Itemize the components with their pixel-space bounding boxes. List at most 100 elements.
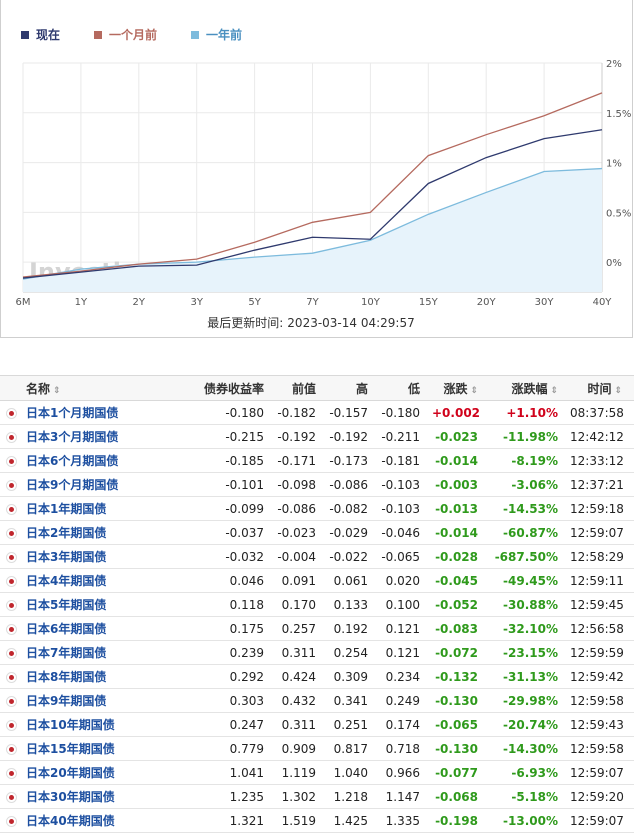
table-row[interactable]: 日本6个月期国债 -0.185 -0.171 -0.173 -0.181 -0.014 -8… xyxy=(0,448,634,473)
table-row[interactable]: 日本40年期国债 1.321 1.519 1.425 1.335 -0.198 -13.00… xyxy=(0,808,634,833)
high-header[interactable]: 高 xyxy=(322,375,374,401)
flag-icon xyxy=(6,623,17,635)
x-tick-label: 7Y xyxy=(306,297,319,308)
prev-cell: 0.311 xyxy=(270,640,322,665)
change-pct-cell: +1.10% xyxy=(484,400,564,425)
change-cell: -0.003 xyxy=(426,472,484,497)
table-row[interactable]: 日本10年期国债 0.247 0.311 0.251 0.174 -0.065 -20.74… xyxy=(0,712,634,737)
change-pct-cell: -14.53% xyxy=(484,496,564,521)
low-header[interactable]: 低 xyxy=(374,375,426,401)
bond-name-link[interactable]: 日本1个月期国债 xyxy=(26,406,119,420)
change-pct-cell: -30.88% xyxy=(484,592,564,617)
change-pct-cell: -8.19% xyxy=(484,448,564,473)
table-row[interactable]: 日本1个月期国债 -0.180 -0.182 -0.157 -0.180 +0.002 +1… xyxy=(0,400,634,425)
low-cell: 0.718 xyxy=(374,736,426,761)
bond-name-link[interactable]: 日本3个月期国债 xyxy=(26,430,119,444)
x-tick-label: 15Y xyxy=(419,297,439,308)
bond-name-link[interactable]: 日本30年期国债 xyxy=(26,790,115,804)
time-header[interactable]: 时间 ⇕ xyxy=(564,375,628,401)
bond-name-link[interactable]: 日本8年期国债 xyxy=(26,670,107,684)
table-row[interactable]: 日本15年期国债 0.779 0.909 0.817 0.718 -0.130 -14.30… xyxy=(0,736,634,761)
high-cell: -0.086 xyxy=(322,472,374,497)
change-cell: -0.045 xyxy=(426,568,484,593)
bond-name-link[interactable]: 日本40年期国债 xyxy=(26,814,115,828)
table-row[interactable]: 日本4年期国债 0.046 0.091 0.061 0.020 -0.045 -49.45%… xyxy=(0,568,634,593)
high-cell: 0.192 xyxy=(322,616,374,641)
bond-name-cell: 日本4年期国债 xyxy=(20,568,180,593)
name-header[interactable]: 名称 ⇕ xyxy=(20,375,180,401)
x-tick-label: 30Y xyxy=(535,297,555,308)
table-row[interactable]: 日本9年期国债 0.303 0.432 0.341 0.249 -0.130 -29.98%… xyxy=(0,688,634,713)
bond-name-cell: 日本1个月期国债 xyxy=(20,400,180,425)
bond-name-link[interactable]: 日本15年期国债 xyxy=(26,742,115,756)
x-tick-label: 10Y xyxy=(361,297,381,308)
legend-label: 一个月前 xyxy=(109,28,158,42)
change-pct-cell: -23.15% xyxy=(484,640,564,665)
change-pct-cell: -49.45% xyxy=(484,568,564,593)
table-row[interactable]: 日本3年期国债 -0.032 -0.004 -0.022 -0.065 -0.028 -68… xyxy=(0,544,634,569)
high-cell: -0.029 xyxy=(322,520,374,545)
time-header-label: 时间 xyxy=(587,381,612,396)
high-cell: 0.341 xyxy=(322,688,374,713)
table-row[interactable]: 日本5年期国债 0.118 0.170 0.133 0.100 -0.052 -30.88%… xyxy=(0,592,634,617)
table-row[interactable]: 日本9个月期国债 -0.101 -0.098 -0.086 -0.103 -0.003 -3… xyxy=(0,472,634,497)
change-pct-header[interactable]: 涨跌幅 ⇕ xyxy=(484,375,564,401)
bond-name-link[interactable]: 日本3年期国债 xyxy=(26,550,107,564)
y-tick-label: 2% xyxy=(606,59,622,70)
bond-name-link[interactable]: 日本6个月期国债 xyxy=(26,454,119,468)
table-row[interactable]: 日本3个月期国债 -0.215 -0.192 -0.192 -0.211 -0.023 -1… xyxy=(0,424,634,449)
table-row[interactable]: 日本6年期国债 0.175 0.257 0.192 0.121 -0.083 -32.10%… xyxy=(0,616,634,641)
change-cell: -0.130 xyxy=(426,688,484,713)
change-pct-cell: -11.98% xyxy=(484,424,564,449)
yield-curve-panel: 现在 一个月前 一年前 2% 1.5% 1% 0.5% 0% 6M 1Y 2Y 3Y 5Y 7Y 10… xyxy=(0,0,633,338)
series-area-2 xyxy=(23,168,602,292)
yield-cell: 0.046 xyxy=(180,568,270,593)
time-cell: 12:59:58 xyxy=(564,688,628,713)
time-cell: 12:59:59 xyxy=(564,640,628,665)
japan-flag-icon xyxy=(0,400,20,425)
low-cell: -0.180 xyxy=(374,400,426,425)
table-row[interactable]: 日本2年期国债 -0.037 -0.023 -0.029 -0.046 -0.014 -60… xyxy=(0,520,634,545)
prev-header[interactable]: 前值 xyxy=(270,375,322,401)
bond-name-link[interactable]: 日本1年期国债 xyxy=(26,502,107,516)
flag-icon xyxy=(6,527,17,539)
bond-name-link[interactable]: 日本10年期国债 xyxy=(26,718,115,732)
legend-swatch-icon xyxy=(191,30,200,39)
change-pct-cell: -60.87% xyxy=(484,520,564,545)
japan-flag-icon xyxy=(0,568,20,593)
bond-name-link[interactable]: 日本9个月期国债 xyxy=(26,478,119,492)
japan-flag-icon xyxy=(0,664,20,689)
legend-label: 现在 xyxy=(36,28,61,42)
bond-name-link[interactable]: 日本6年期国债 xyxy=(26,622,107,636)
change-pct-cell: -6.93% xyxy=(484,760,564,785)
bond-name-link[interactable]: 日本5年期国债 xyxy=(26,598,107,612)
high-cell: 0.061 xyxy=(322,568,374,593)
change-header[interactable]: 涨跌 ⇕ xyxy=(426,375,484,401)
legend-item-year-ago[interactable]: 一年前 xyxy=(191,26,242,43)
low-cell: -0.211 xyxy=(374,424,426,449)
extra-header xyxy=(628,375,634,401)
flag-icon xyxy=(6,743,17,755)
table-row[interactable]: 日本30年期国债 1.235 1.302 1.218 1.147 -0.068 -5.18%… xyxy=(0,784,634,809)
bond-name-cell: 日本7年期国债 xyxy=(20,640,180,665)
x-tick-label: 20Y xyxy=(477,297,497,308)
table-row[interactable]: 日本8年期国债 0.292 0.424 0.309 0.234 -0.132 -31.13%… xyxy=(0,664,634,689)
legend-item-now[interactable]: 现在 xyxy=(21,26,60,43)
legend-item-month-ago[interactable]: 一个月前 xyxy=(94,26,157,43)
bond-name-link[interactable]: 日本20年期国债 xyxy=(26,766,115,780)
prev-cell: 0.909 xyxy=(270,736,322,761)
time-cell: 12:59:11 xyxy=(564,568,628,593)
bond-name-link[interactable]: 日本7年期国债 xyxy=(26,646,107,660)
bond-name-link[interactable]: 日本4年期国债 xyxy=(26,574,107,588)
bond-yield-table: 名称 ⇕ 债券收益率 前值 高 低 涨跌 ⇕ 涨跌幅 ⇕ 时间 ⇕ 日本1个月期国债 -0… xyxy=(0,375,634,833)
high-cell: 0.817 xyxy=(322,736,374,761)
yield-header[interactable]: 债券收益率 xyxy=(180,375,270,401)
table-row[interactable]: 日本7年期国债 0.239 0.311 0.254 0.121 -0.072 -23.15%… xyxy=(0,640,634,665)
table-row[interactable]: 日本20年期国债 1.041 1.119 1.040 0.966 -0.077 -6.93%… xyxy=(0,760,634,785)
change-cell: -0.028 xyxy=(426,544,484,569)
bond-name-link[interactable]: 日本2年期国债 xyxy=(26,526,107,540)
table-row[interactable]: 日本1年期国债 -0.099 -0.086 -0.082 -0.103 -0.013 -14… xyxy=(0,496,634,521)
flag-icon xyxy=(6,407,17,419)
japan-flag-icon xyxy=(0,448,20,473)
bond-name-link[interactable]: 日本9年期国债 xyxy=(26,694,107,708)
